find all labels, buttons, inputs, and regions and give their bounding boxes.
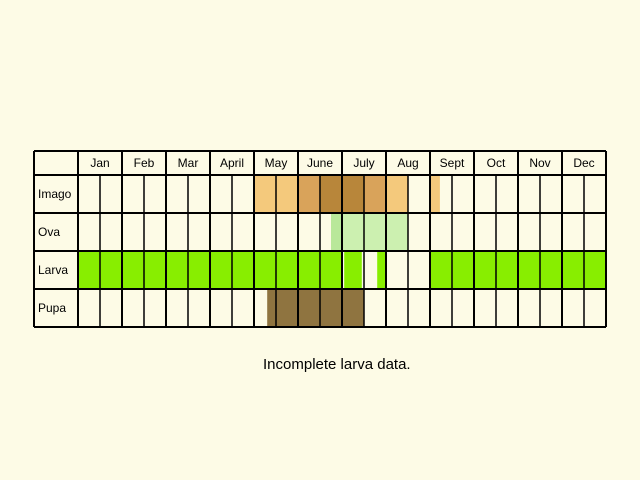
- month-header-june: June: [307, 156, 333, 170]
- stage-label-ova: Ova: [38, 225, 60, 239]
- fill-imago-1: [276, 175, 298, 213]
- fill-imago-6: [386, 175, 408, 213]
- fill-imago-5: [364, 175, 386, 213]
- month-header-april: April: [220, 156, 244, 170]
- fill-larva-1: [344, 251, 362, 289]
- fill-imago-4: [342, 175, 364, 213]
- month-header-oct: Oct: [487, 156, 506, 170]
- month-header-dec: Dec: [573, 156, 594, 170]
- fill-imago-7: [430, 175, 440, 213]
- fill-ova-1: [342, 213, 408, 251]
- month-header-mar: Mar: [178, 156, 199, 170]
- fill-pupa-0: [267, 289, 364, 327]
- fill-imago-2: [298, 175, 320, 213]
- fill-imago-3: [320, 175, 342, 213]
- month-header-july: July: [353, 156, 374, 170]
- month-header-aug: Aug: [397, 156, 418, 170]
- month-header-jan: Jan: [90, 156, 109, 170]
- fill-larva-2: [377, 251, 386, 289]
- month-header-nov: Nov: [529, 156, 550, 170]
- month-header-feb: Feb: [134, 156, 155, 170]
- table-grid: [33, 150, 607, 328]
- month-header-sept: Sept: [440, 156, 465, 170]
- stage-label-pupa: Pupa: [38, 301, 66, 315]
- stage-label-larva: Larva: [38, 263, 68, 277]
- fill-ova-0: [331, 213, 342, 251]
- stage-label-imago: Imago: [38, 187, 72, 201]
- incomplete-data-note: Incomplete larva data.: [263, 356, 411, 373]
- month-header-may: May: [265, 156, 288, 170]
- table-labels: Jan Feb Mar April May June July Aug Sept Oct Nov De…: [38, 156, 595, 315]
- fill-imago-0: [254, 175, 276, 213]
